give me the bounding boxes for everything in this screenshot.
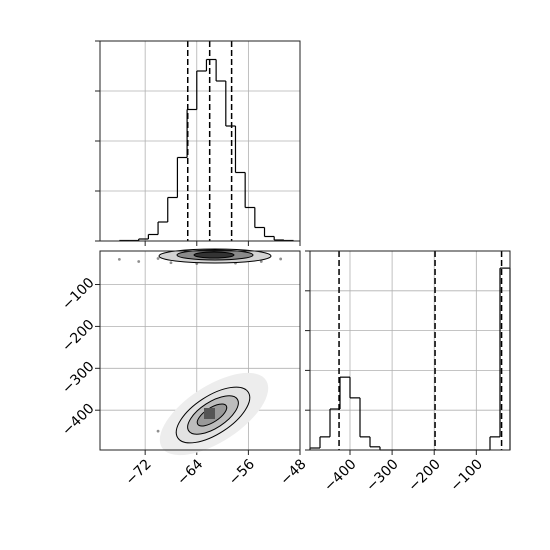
axes-frame [99,250,301,451]
scatter-point [137,260,141,263]
scatter-point [279,257,283,261]
scatter-point [117,257,121,261]
density-cell [204,408,215,419]
scatter-point [156,429,160,433]
axes-frame [99,40,301,242]
density-contours [158,248,272,456]
contour [193,251,235,259]
scatter-point [259,260,263,263]
scatter-point [169,261,173,265]
axes-frame [309,250,511,451]
scatter-point [156,257,160,260]
